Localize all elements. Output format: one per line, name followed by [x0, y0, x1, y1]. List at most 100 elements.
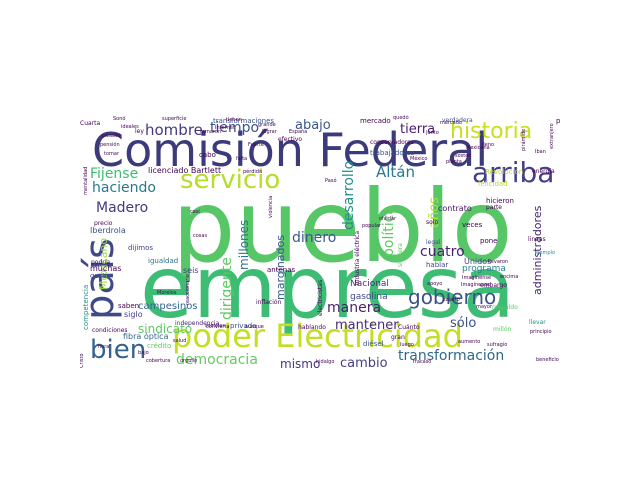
word-embargo: embargo — [480, 282, 507, 289]
word-siglo: siglo — [124, 310, 143, 319]
word-cloud: pueblo empresa Comisión Federal poder Elect… — [80, 115, 561, 368]
word-condiciones: condiciones — [92, 327, 128, 334]
word-mercado: mercado — [440, 120, 462, 126]
word-sonó: Sonó — [113, 116, 126, 122]
word-crédito: crédito — [147, 342, 172, 350]
word-empresa: empresa — [140, 238, 516, 338]
word-inflación: inflación — [256, 299, 282, 306]
word-salario: salario — [443, 297, 460, 303]
word-sostén: sostén — [455, 153, 472, 159]
word-cabo: cabo — [199, 151, 216, 159]
word-cuarta: Cuarta — [80, 120, 101, 127]
word-hora: hora — [98, 344, 110, 350]
word-verdadera: verdadera — [442, 117, 473, 124]
word-desarrollo: desarrollo — [341, 160, 357, 230]
word-gasolina: gasolina — [350, 292, 388, 302]
word-gusto: gusto — [90, 272, 110, 280]
word-felicidad: felicidad — [478, 180, 508, 188]
word-junto: junto — [426, 130, 439, 136]
word-extranjero: extranjero — [549, 123, 555, 149]
word-cambio: cambio — [340, 356, 388, 368]
word-falta: falta — [236, 156, 248, 162]
word-unidos: Unidos — [464, 257, 492, 266]
word-abajo: abajo — [295, 118, 331, 133]
word-popular: popular — [362, 223, 382, 229]
word-dinero: dinero — [292, 230, 337, 246]
word-encima: encima — [500, 274, 519, 280]
word-planta: planta — [446, 159, 462, 165]
word-energía: energía — [532, 168, 555, 175]
word-altán: Altán — [376, 163, 416, 181]
word-tierra: tierra — [400, 122, 436, 137]
word-luego: luego — [400, 342, 414, 348]
word-precio: precio — [94, 220, 113, 227]
word-mexicana: Mexicana — [466, 145, 490, 151]
word-violencia: violencia — [268, 195, 274, 218]
word-aunque: aunque — [245, 324, 264, 330]
word-privada: privada — [230, 322, 257, 330]
word-mercado: mercado — [360, 117, 391, 125]
word-ideales: ideales — [121, 124, 139, 130]
word-sólo: sólo — [450, 316, 477, 331]
word-hicieron: hicieron — [486, 197, 514, 205]
word-casi: casi — [190, 209, 200, 215]
word-contrato: contrato — [438, 204, 472, 213]
word-nacional: Nacional — [350, 279, 389, 289]
word-imagínense: Imagínense — [461, 282, 491, 288]
word-veces: veces — [462, 221, 483, 229]
word-hidalgo: hidalgo — [316, 359, 335, 365]
word-sociales: sociales — [205, 323, 225, 329]
word-igualdad: igualdad — [148, 257, 179, 265]
word-tomaron: tomaron — [200, 129, 222, 135]
word-convierta: convierta — [206, 324, 230, 330]
word-imagínense: Imagínense — [462, 275, 492, 281]
word-hombre: hombre — [145, 121, 203, 139]
word-morelos: Morelos — [157, 290, 177, 296]
word-ejemplo: ejemplo — [535, 250, 556, 256]
word-revolución: Revolución — [485, 168, 524, 176]
word-llevar: llevar — [529, 319, 546, 326]
word-democracia: democracia — [176, 352, 258, 368]
word-política: política — [381, 206, 397, 257]
word-madero: Madero — [96, 200, 149, 216]
word-orgullo: orgullo — [180, 358, 198, 364]
word-millón: millón — [493, 326, 512, 333]
word-respaldo: respaldo — [492, 304, 518, 311]
word-mayor: mayor — [476, 304, 493, 310]
word-gran: gran — [391, 334, 405, 341]
word-campesinos: campesinos — [138, 301, 198, 312]
word-ley: ley — [135, 128, 144, 135]
word-mantener: mantener — [335, 318, 399, 333]
word-tomar: tomar — [104, 151, 120, 157]
word-quedó: quedó — [393, 115, 409, 121]
word-parte: parte — [486, 204, 502, 211]
word-pueblo: pueblo — [172, 168, 513, 285]
word-reaccionario: reaccionario — [185, 274, 191, 305]
word-programa: programa — [462, 264, 506, 274]
word-millones: millones — [237, 219, 251, 270]
word-salud: salud — [173, 338, 187, 344]
word-pasado: pasado — [102, 133, 121, 139]
word-antenas: antenas — [267, 266, 296, 274]
word-electricistas: electricistas — [317, 279, 324, 316]
word-saben: saben — [118, 302, 140, 310]
word-iban: Iban — [535, 149, 546, 155]
word-diésel: diésel — [363, 340, 384, 348]
word-mentalidad: mentalidad — [83, 166, 89, 195]
word-competencia: competencia — [82, 284, 90, 330]
word-comisión-federal: Comisión Federal — [92, 123, 489, 177]
word-mismo: mismo — [280, 357, 321, 368]
word-gobierno: gobierno — [408, 285, 497, 309]
word-beneficio: beneficio — [536, 357, 559, 363]
word-fuerte: Fuerte — [248, 142, 264, 148]
word-hablar: hablar — [426, 261, 449, 269]
word-principio: principio — [530, 329, 552, 335]
word-trabajadores: trabajadores — [370, 149, 415, 157]
word-pensión: pensión — [100, 142, 120, 148]
word-licenciado-bartlett: licenciado Bartlett — [148, 166, 222, 175]
word-lograr: lograr — [262, 129, 277, 135]
word-podría: podría — [91, 259, 111, 266]
word-muchas: muchas — [90, 264, 122, 273]
word-efectivo: efectivo — [278, 136, 303, 143]
word-dirigente: dirigente — [219, 257, 235, 320]
